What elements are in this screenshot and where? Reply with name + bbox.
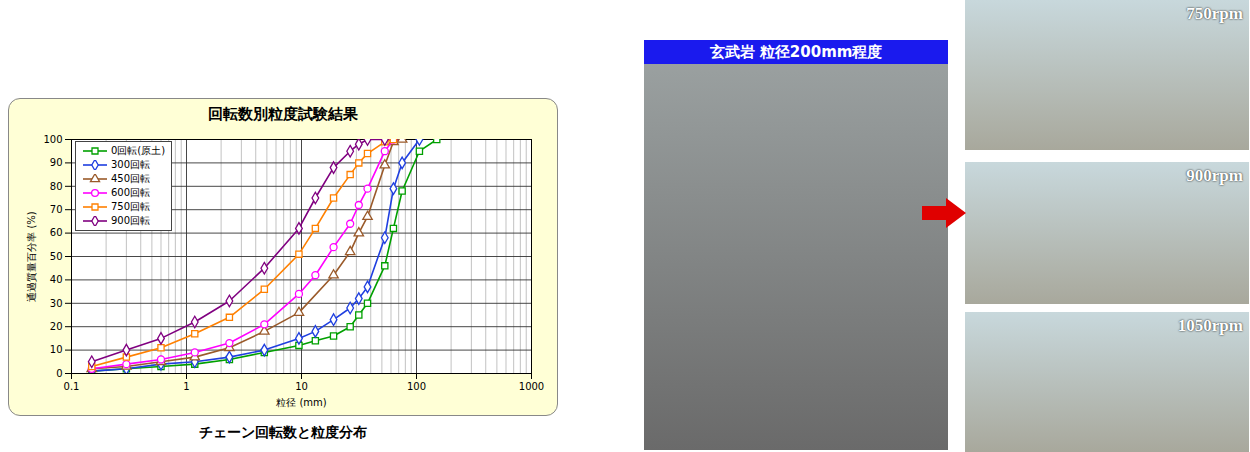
svg-text:40: 40 <box>50 274 63 285</box>
svg-text:90: 90 <box>50 157 63 168</box>
svg-text:70: 70 <box>50 204 63 215</box>
svg-text:粒径 (mm): 粒径 (mm) <box>276 397 327 408</box>
svg-text:10: 10 <box>295 381 308 392</box>
svg-text:20: 20 <box>50 321 63 332</box>
html-text:300回転: 300回転 <box>111 159 151 170</box>
html-text:750rpm: 750rpm <box>1186 4 1243 23</box>
html-text:600回転: 600回転 <box>111 187 151 198</box>
svg-text:0.1: 0.1 <box>64 381 80 392</box>
svg-text:60: 60 <box>50 227 63 238</box>
html-text:玄武岩 粒径200mm程度: 玄武岩 粒径200mm程度 <box>709 43 883 61</box>
svg-text:1: 1 <box>183 381 189 392</box>
html-text:450回転: 450回転 <box>111 173 151 184</box>
html-text:750回転: 750回転 <box>111 201 151 212</box>
svg-text:10: 10 <box>50 344 63 355</box>
svg-text:通過質量百分率 (%): 通過質量百分率 (%) <box>26 211 37 302</box>
html-text:回転数別粒度試験結果: 回転数別粒度試験結果 <box>208 105 358 123</box>
html-text:900回転: 900回転 <box>111 215 151 226</box>
svg-text:50: 50 <box>50 251 63 262</box>
html-text:900rpm: 900rpm <box>1186 166 1243 185</box>
svg-text:80: 80 <box>50 181 63 192</box>
svg-text:1000: 1000 <box>519 381 544 392</box>
svg-text:100: 100 <box>43 134 62 145</box>
svg-text:30: 30 <box>50 298 63 309</box>
svg-text:0: 0 <box>56 368 62 379</box>
html-text:チェーン回転数と粒度分布: チェーン回転数と粒度分布 <box>199 424 367 440</box>
html-text:1050rpm: 1050rpm <box>1177 316 1243 335</box>
svg-text:100: 100 <box>407 381 426 392</box>
html-text:0回転(原土): 0回転(原土) <box>111 145 166 156</box>
